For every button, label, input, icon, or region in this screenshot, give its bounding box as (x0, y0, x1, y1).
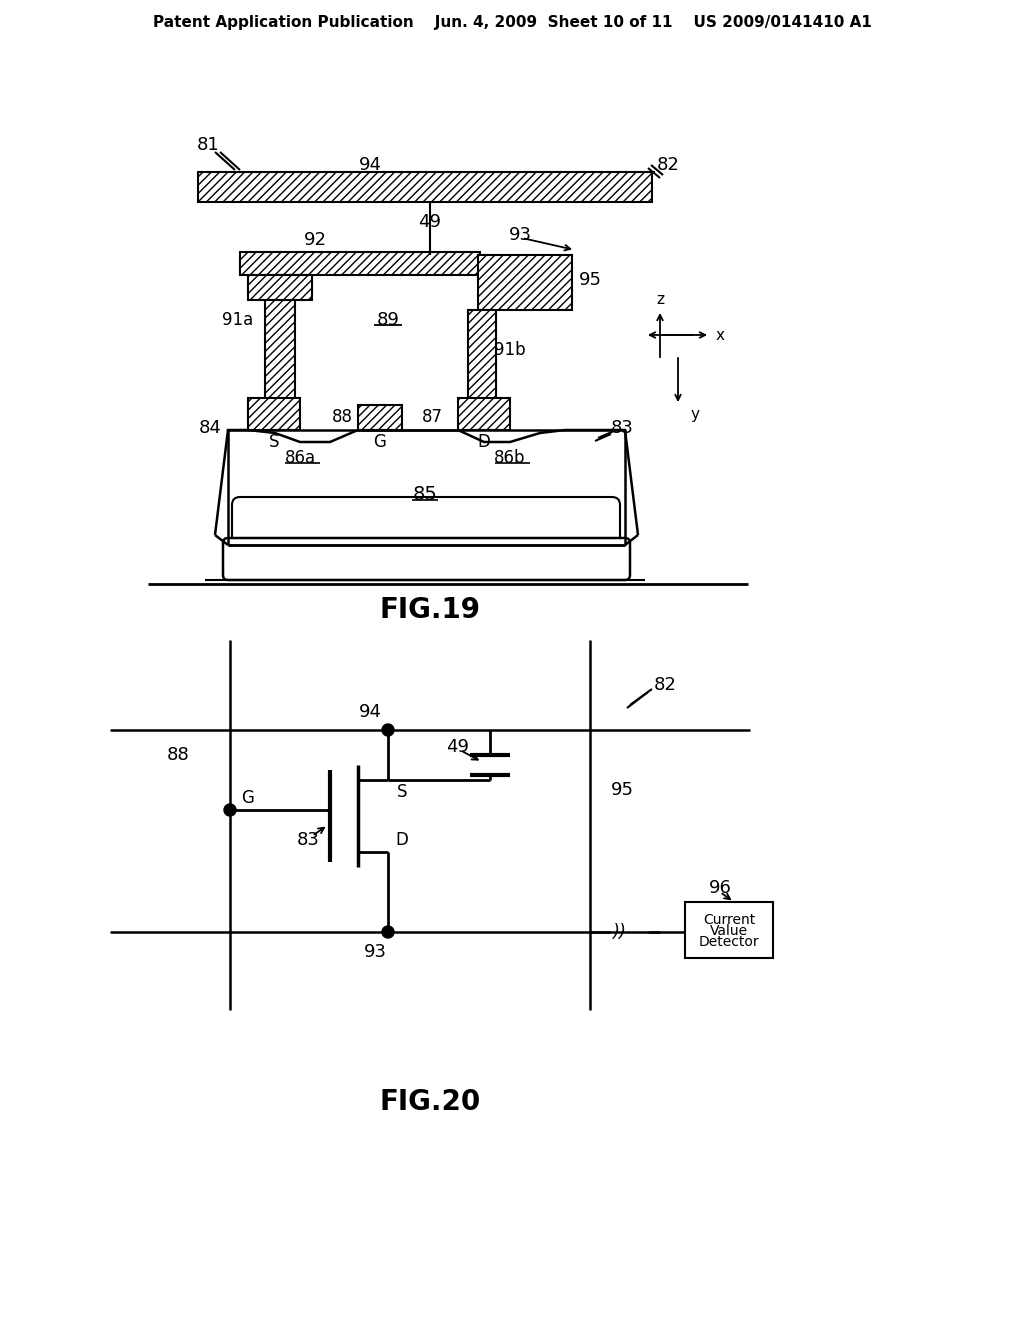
Text: D: D (395, 832, 409, 849)
FancyBboxPatch shape (223, 539, 630, 579)
Circle shape (224, 804, 236, 816)
Text: z: z (656, 293, 664, 308)
Text: 93: 93 (509, 226, 531, 244)
Text: 92: 92 (303, 231, 327, 249)
Text: y: y (690, 408, 699, 422)
Text: 85: 85 (413, 486, 437, 504)
Text: S: S (396, 783, 408, 801)
Circle shape (382, 723, 394, 737)
Bar (468, 310, 496, 430)
Text: 84: 84 (199, 418, 221, 437)
Text: 95: 95 (579, 271, 601, 289)
Text: FIG.19: FIG.19 (380, 597, 480, 624)
Bar (478, 255, 572, 310)
Text: 88: 88 (167, 746, 189, 764)
Text: 94: 94 (358, 704, 382, 721)
Text: 82: 82 (656, 156, 680, 174)
Text: 95: 95 (610, 781, 634, 799)
Text: 49: 49 (446, 738, 469, 756)
Text: G: G (242, 789, 254, 807)
Text: 49: 49 (419, 213, 441, 231)
Text: Patent Application Publication    Jun. 4, 2009  Sheet 10 of 11    US 2009/014141: Patent Application Publication Jun. 4, 2… (153, 15, 871, 29)
Bar (685, 902, 773, 958)
Bar (265, 275, 295, 430)
Text: G: G (374, 433, 386, 451)
Bar (458, 399, 510, 430)
Bar (248, 399, 300, 430)
Text: 88: 88 (332, 408, 352, 426)
Text: D: D (477, 433, 490, 451)
Text: 94: 94 (358, 156, 382, 174)
Bar (240, 252, 480, 275)
Bar (198, 172, 652, 202)
Text: 96: 96 (709, 879, 731, 898)
Bar (358, 405, 402, 430)
Text: )): )) (612, 923, 643, 941)
Text: 81: 81 (197, 136, 219, 154)
Text: 83: 83 (610, 418, 634, 437)
Text: 83: 83 (297, 832, 319, 849)
Text: 93: 93 (364, 942, 386, 961)
Text: FIG.20: FIG.20 (379, 1088, 480, 1115)
Circle shape (382, 927, 394, 939)
Text: 87: 87 (422, 408, 442, 426)
Text: 91b: 91b (495, 341, 525, 359)
Text: Value: Value (710, 924, 749, 939)
Text: 86a: 86a (285, 449, 315, 467)
Text: 91a: 91a (222, 312, 254, 329)
Bar (248, 275, 312, 300)
Text: Current: Current (702, 913, 755, 927)
Text: 86b: 86b (495, 449, 525, 467)
Text: x: x (716, 327, 725, 342)
Text: S: S (268, 433, 280, 451)
Text: Detector: Detector (698, 935, 760, 949)
FancyBboxPatch shape (232, 498, 620, 545)
Text: 82: 82 (653, 676, 677, 694)
Text: 89: 89 (377, 312, 399, 329)
